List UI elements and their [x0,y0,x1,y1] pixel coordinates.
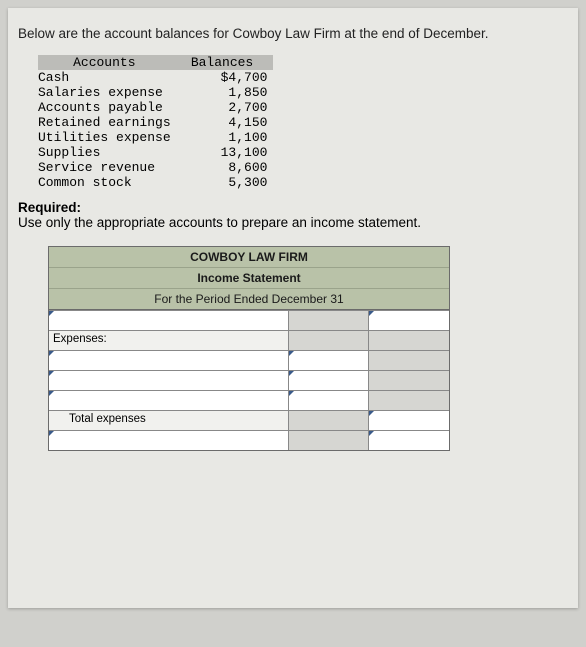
account-value: 1,850 [181,85,274,100]
balances-header: Balances [181,55,274,70]
cell-shaded [369,370,449,390]
account-name: Accounts payable [38,100,181,115]
cell-shaded [369,390,449,410]
account-value: 13,100 [181,145,274,160]
required-label: Required: [18,200,568,215]
revenue-amount-input[interactable] [369,310,449,330]
expense-account-input[interactable] [49,390,289,410]
account-name: Common stock [38,175,181,190]
cell-shaded [369,350,449,370]
expense-account-input[interactable] [49,370,289,390]
account-name: Service revenue [38,160,181,175]
accounts-header: Accounts [38,55,181,70]
statement-period: For the Period Ended December 31 [49,289,449,309]
account-name: Utilities expense [38,130,181,145]
page: Below are the account balances for Cowbo… [8,8,578,608]
expense-amount-input[interactable] [289,390,369,410]
account-name: Salaries expense [38,85,181,100]
total-expenses-amount-input[interactable] [369,410,449,430]
account-value: 4,150 [181,115,274,130]
net-income-amount-input[interactable] [369,430,449,450]
expenses-label: Expenses: [49,330,289,350]
account-value: $4,700 [181,70,274,85]
required-text: Use only the appropriate accounts to pre… [18,215,568,230]
account-name: Cash [38,70,181,85]
revenue-account-input[interactable] [49,310,289,330]
account-value: 8,600 [181,160,274,175]
account-name: Retained earnings [38,115,181,130]
total-expenses-label: Total expenses [49,410,289,430]
account-value: 5,300 [181,175,274,190]
cell-shaded [289,310,369,330]
cell-shaded [289,430,369,450]
statement-body: Expenses: Total expenses [49,310,449,450]
cell-shaded [369,330,449,350]
balances-table: Accounts Balances Cash$4,700 Salaries ex… [38,55,273,190]
intro-text: Below are the account balances for Cowbo… [18,26,568,41]
company-name: COWBOY LAW FIRM [49,247,449,268]
cell-shaded [289,410,369,430]
income-statement: COWBOY LAW FIRM Income Statement For the… [48,246,450,451]
account-name: Supplies [38,145,181,160]
statement-title: Income Statement [49,268,449,289]
account-value: 1,100 [181,130,274,145]
expense-amount-input[interactable] [289,350,369,370]
expense-amount-input[interactable] [289,370,369,390]
account-value: 2,700 [181,100,274,115]
cell-shaded [289,330,369,350]
statement-header: COWBOY LAW FIRM Income Statement For the… [49,247,449,310]
expense-account-input[interactable] [49,350,289,370]
net-income-label-input[interactable] [49,430,289,450]
